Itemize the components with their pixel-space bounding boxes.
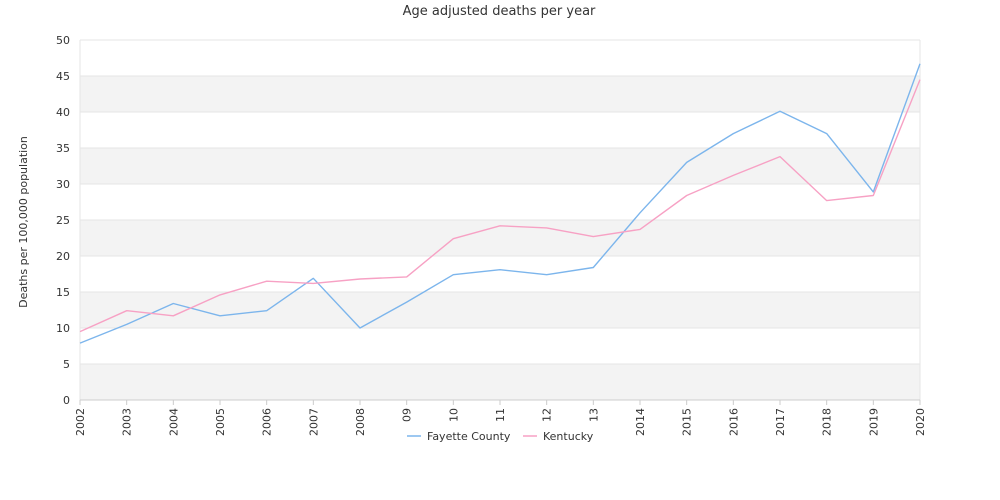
x-tick-label: 2006 [261,408,274,436]
legend: Fayette County Kentucky [407,430,594,443]
grid-band [80,292,920,328]
y-tick-label: 0 [63,394,70,407]
x-axis-ticks: 2002 2003 2004 2005 2006 2007 2008 09 10 11 12 13 20… [74,400,927,436]
grid-band [80,184,920,220]
x-tick-label: 2017 [774,408,787,436]
x-tick-label: 2007 [307,408,320,436]
grid-band [80,364,920,400]
x-tick-label: 2020 [914,408,927,436]
y-tick-label: 50 [56,34,70,47]
series-lines [79,63,921,344]
y-tick-label: 40 [56,106,70,119]
y-axis-title: Deaths per 100,000 population [17,136,30,308]
grid-band [80,112,920,148]
x-tick-label: 2005 [214,408,227,436]
x-tick-label: 2004 [167,408,180,436]
y-tick-label: 5 [63,358,70,371]
x-tick-label: 2015 [681,408,694,436]
grid-band [80,148,920,184]
x-tick-label: 2002 [74,408,87,436]
series-line-fayette-county[interactable] [79,63,921,344]
legend-item-kentucky[interactable]: Kentucky [523,430,594,443]
x-tick-label: 2014 [634,408,647,436]
y-tick-label: 30 [56,178,70,191]
y-tick-label: 45 [56,70,70,83]
grid-band [80,76,920,112]
y-tick-label: 20 [56,250,70,263]
x-tick-label: 13 [587,408,600,422]
y-tick-label: 35 [56,142,70,155]
y-tick-label: 15 [56,286,70,299]
grid-band [80,256,920,292]
legend-label: Fayette County [427,430,511,443]
x-tick-label: 2019 [867,408,880,436]
y-tick-label: 10 [56,322,70,335]
chart-title: Age adjusted deaths per year [403,4,596,19]
legend-item-fayette-county[interactable]: Fayette County [407,430,511,443]
grid-band [80,328,920,364]
x-tick-label: 11 [494,408,507,422]
y-tick-label: 25 [56,214,70,227]
grid-band [80,40,920,76]
legend-label: Kentucky [543,430,594,443]
x-tick-label: 2008 [354,408,367,436]
x-tick-label: 2003 [121,408,134,436]
x-tick-label: 2016 [727,408,740,436]
x-tick-label: 2018 [821,408,834,436]
x-tick-label: 10 [447,408,460,422]
x-tick-label: 09 [401,408,414,422]
y-axis-ticks: 0 5 10 15 20 25 30 35 40 45 50 [56,34,70,407]
series-line-kentucky[interactable] [79,79,921,333]
grid-bands [80,40,920,400]
x-tick-label: 12 [541,408,554,422]
